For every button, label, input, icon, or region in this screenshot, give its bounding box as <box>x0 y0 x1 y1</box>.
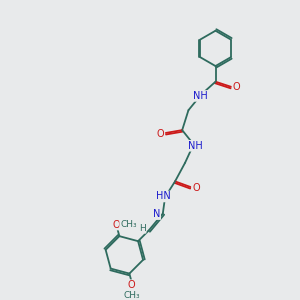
Text: HN: HN <box>156 191 171 202</box>
Text: NH: NH <box>188 141 202 151</box>
Text: O: O <box>232 82 240 92</box>
Text: NH: NH <box>193 91 208 101</box>
Text: N: N <box>153 209 160 219</box>
Text: CH₃: CH₃ <box>123 292 140 300</box>
Text: O: O <box>157 128 164 139</box>
Text: O: O <box>112 220 120 230</box>
Text: O: O <box>128 280 136 290</box>
Text: CH₃: CH₃ <box>120 220 137 229</box>
Text: H: H <box>139 224 146 233</box>
Text: O: O <box>192 183 200 193</box>
